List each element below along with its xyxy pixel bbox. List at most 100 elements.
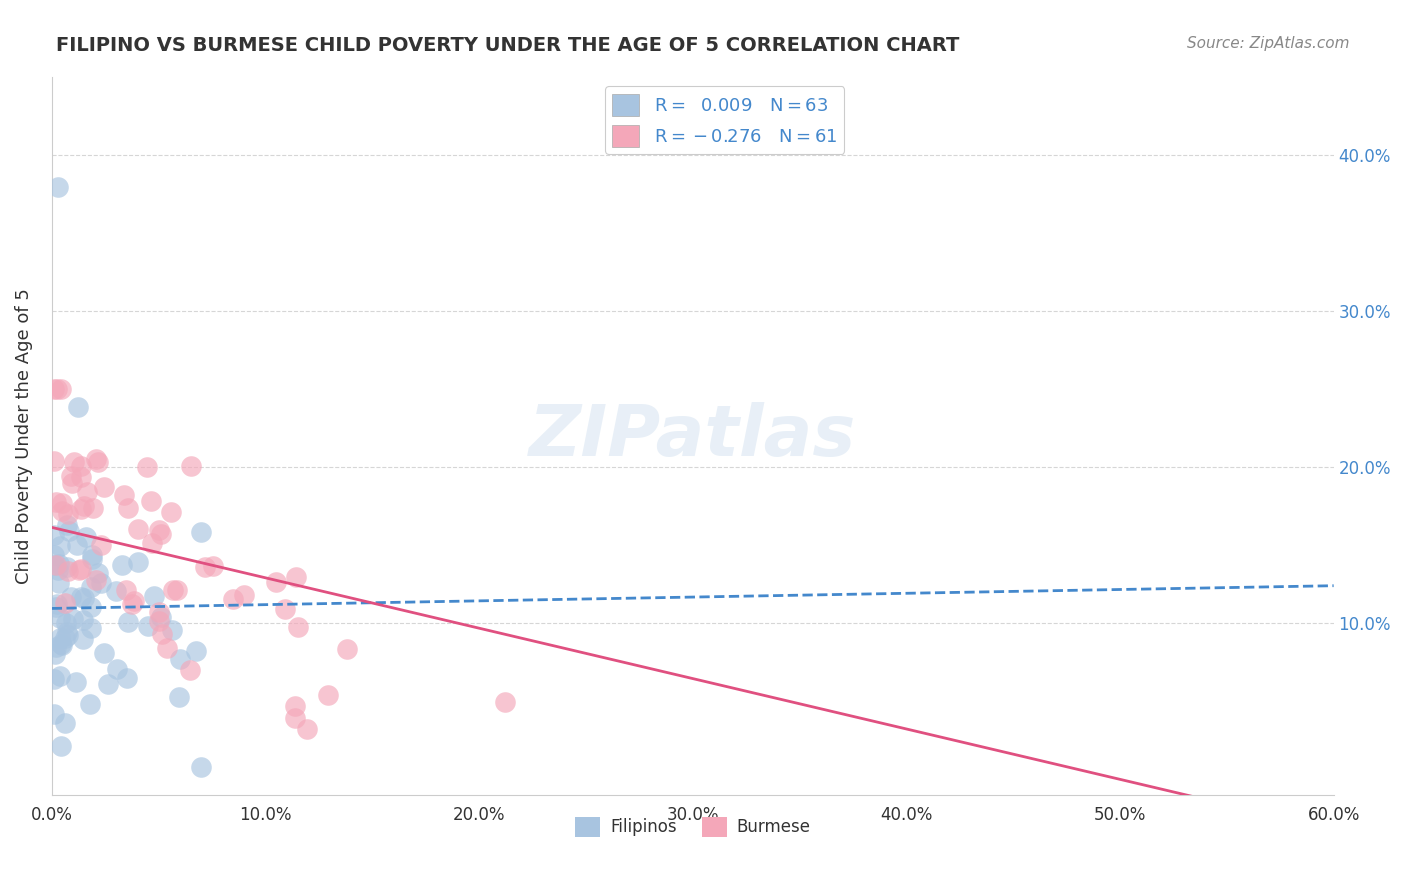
Point [167, 690, 190, 705]
Y-axis label: Child Poverty Under the Age of 5: Child Poverty Under the Age of 5 [15, 288, 32, 584]
Point [121, 597, 143, 611]
Point [58, 564, 80, 578]
Point [179, 663, 201, 677]
Point [45, 640, 67, 654]
Point [117, 500, 139, 515]
Point [46, 563, 69, 577]
Point [44, 558, 66, 572]
Point [316, 688, 339, 702]
Point [115, 582, 138, 597]
Point [48, 611, 70, 625]
Point [70, 501, 93, 516]
Point [46, 179, 69, 194]
Point [44, 647, 66, 661]
Point [84, 573, 107, 587]
Point [127, 521, 149, 535]
Point [190, 759, 212, 773]
Point [51, 504, 73, 518]
Point [53, 716, 76, 731]
Point [56, 508, 79, 522]
Point [141, 494, 163, 508]
Point [58, 524, 80, 538]
Point [56, 624, 79, 639]
Point [45, 495, 67, 509]
Point [60, 475, 83, 490]
Point [190, 525, 212, 540]
Point [115, 671, 138, 685]
Point [60, 590, 83, 604]
Point [93, 480, 115, 494]
Point [49, 539, 72, 553]
Point [141, 535, 163, 549]
Point [49, 668, 72, 682]
Point [70, 591, 93, 605]
Point [42, 382, 65, 396]
Point [62, 612, 84, 626]
Point [42, 672, 65, 686]
Point [112, 487, 135, 501]
Point [76, 484, 98, 499]
Point [136, 619, 159, 633]
Point [143, 589, 166, 603]
Point [80, 552, 103, 566]
Point [87, 566, 110, 580]
Point [72, 591, 94, 605]
Point [117, 615, 139, 629]
Point [82, 548, 104, 562]
Point [184, 644, 207, 658]
Point [72, 499, 94, 513]
Text: ZIPatlas: ZIPatlas [529, 401, 856, 471]
Point [160, 505, 183, 519]
Point [42, 454, 65, 468]
Point [233, 588, 256, 602]
Point [285, 570, 308, 584]
Point [148, 523, 170, 537]
Point [56, 627, 79, 641]
Point [169, 651, 191, 665]
Point [150, 527, 173, 541]
Point [51, 637, 73, 651]
Point [274, 602, 297, 616]
Legend: Filipinos, Burmese: Filipinos, Burmese [568, 810, 817, 844]
Point [494, 695, 516, 709]
Point [336, 641, 359, 656]
Point [66, 400, 89, 414]
Point [42, 549, 65, 563]
Point [72, 632, 94, 647]
Point [59, 469, 82, 483]
Point [148, 605, 170, 619]
Point [49, 382, 72, 396]
Point [45, 599, 67, 614]
Point [162, 582, 184, 597]
Point [111, 558, 134, 572]
Point [148, 614, 170, 628]
Point [42, 528, 65, 542]
Point [67, 563, 90, 577]
Point [160, 623, 183, 637]
Point [75, 530, 97, 544]
Point [80, 622, 103, 636]
Point [46, 597, 69, 611]
Point [56, 559, 79, 574]
Point [45, 558, 67, 572]
Point [104, 583, 127, 598]
Point [55, 616, 77, 631]
Point [65, 538, 87, 552]
Point [80, 600, 103, 615]
Point [295, 722, 318, 736]
Point [90, 575, 112, 590]
Point [127, 555, 149, 569]
Point [79, 580, 101, 594]
Point [180, 458, 202, 473]
Point [55, 518, 77, 533]
Point [70, 470, 93, 484]
Point [152, 627, 174, 641]
Point [90, 538, 112, 552]
Text: FILIPINO VS BURMESE CHILD POVERTY UNDER THE AGE OF 5 CORRELATION CHART: FILIPINO VS BURMESE CHILD POVERTY UNDER … [56, 36, 960, 54]
Point [107, 662, 129, 676]
Point [136, 460, 159, 475]
Point [49, 739, 72, 753]
Point [51, 638, 73, 652]
Point [48, 576, 70, 591]
Point [86, 455, 108, 469]
